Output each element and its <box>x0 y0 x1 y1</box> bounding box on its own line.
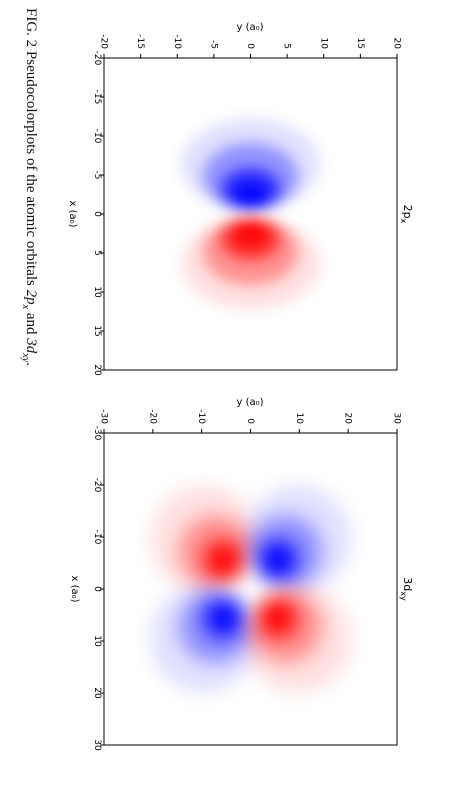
x-tick-label-0-2px: 0 <box>92 211 102 217</box>
x-tick-label-30-3dxy: 30 <box>92 739 102 751</box>
x-tick-label-15-2px: 15 <box>92 325 102 336</box>
heatmap-3dxy <box>149 485 352 693</box>
y-tick-label--10-3dxy: -10 <box>196 409 206 424</box>
caption-orbital-1: 2p <box>23 289 39 305</box>
y-axis-label-3dxy: y (a₀) <box>236 397 263 408</box>
caption-period: . <box>23 362 39 366</box>
figure-caption: FIG. 2 Pseudocolorplots of the atomic or… <box>19 8 45 788</box>
heatmap-2px <box>180 118 321 310</box>
lobe-negative-2px <box>180 118 321 211</box>
x-tick-label--15-2px: -15 <box>92 90 102 105</box>
y-tick-label--10-2px: -10 <box>172 34 182 49</box>
x-tick-label--20-3dxy: -20 <box>92 478 102 493</box>
x-tick-label--5-2px: -5 <box>92 171 102 180</box>
panel-title-2px: 2px <box>399 205 414 224</box>
plot-frame-3dxy <box>103 432 398 746</box>
y-tick-label-0-3dxy: 0 <box>245 418 255 424</box>
y-tick-label--5-2px: -5 <box>208 40 218 49</box>
y-tick-label-5-2px: 5 <box>282 43 292 49</box>
x-tick-label-0-3dxy: 0 <box>92 586 102 592</box>
x-tick-label-10-2px: 10 <box>92 286 102 298</box>
panel-3dxy: -30 -20 -10 0 10 20 30 -30 -20 -10 0 10 20 30 3dxy y … <box>69 397 414 751</box>
x-axis-label-2px: x (a₀) <box>67 200 78 227</box>
x-tick-label--10-3dxy: -10 <box>92 530 102 545</box>
ticks-2px: -20 -15 -10 -5 0 5 10 15 20 -20 -15 -10 -5 0 5 10 15 20 <box>92 34 402 376</box>
x-tick-label-5-2px: 5 <box>92 250 102 256</box>
lobe-4-3dxy <box>243 585 352 693</box>
x-tick-label-20-3dxy: 20 <box>92 687 102 699</box>
lobe-1-3dxy <box>149 485 258 593</box>
y-tick-label-20-3dxy: 20 <box>343 413 353 425</box>
plot-frame-2px <box>103 57 398 371</box>
y-tick-label-0-2px: 0 <box>245 43 255 49</box>
caption-orbital-2: 3d <box>23 338 39 354</box>
y-tick-label--30-3dxy: -30 <box>99 409 109 424</box>
x-axis-label-3dxy: x (a₀) <box>69 575 80 602</box>
y-tick-label-15-2px: 15 <box>355 38 365 49</box>
x-tick-label--30-3dxy: -30 <box>92 426 102 441</box>
x-tick-label--20-2px: -20 <box>92 51 102 66</box>
y-tick-label--20-2px: -20 <box>99 34 109 49</box>
x-tick-label-20-2px: 20 <box>92 364 102 376</box>
y-tick-label-30-3dxy: 30 <box>392 413 402 425</box>
caption-and: and <box>23 309 39 339</box>
lobe-3-3dxy <box>149 585 258 693</box>
x-tick-label-10-3dxy: 10 <box>92 635 102 647</box>
panel-2px: -20 -15 -10 -5 0 5 10 15 20 -20 -15 -10 -5 0 5 10 15 20 2… <box>67 22 414 376</box>
caption-orbital-2-sub: xy <box>20 353 31 363</box>
y-tick-label-20-2px: 20 <box>392 38 402 50</box>
x-tick-label--10-2px: -10 <box>92 129 102 144</box>
y-axis-label-2px: y (a₀) <box>236 22 263 33</box>
y-tick-label-10-3dxy: 10 <box>294 413 304 425</box>
panel-title-3dxy: 3dxy <box>399 577 414 601</box>
y-tick-label--20-3dxy: -20 <box>147 409 157 424</box>
lobe-2-3dxy <box>243 485 352 593</box>
caption-text: FIG. 2 Pseudocolorplots of the atomic or… <box>23 8 39 290</box>
y-tick-label--15-2px: -15 <box>135 34 145 49</box>
y-tick-label-10-2px: 10 <box>318 38 328 50</box>
lobe-positive-2px <box>180 217 321 310</box>
ticks-3dxy: -30 -20 -10 0 10 20 30 -30 -20 -10 0 10 20 30 <box>92 409 402 751</box>
